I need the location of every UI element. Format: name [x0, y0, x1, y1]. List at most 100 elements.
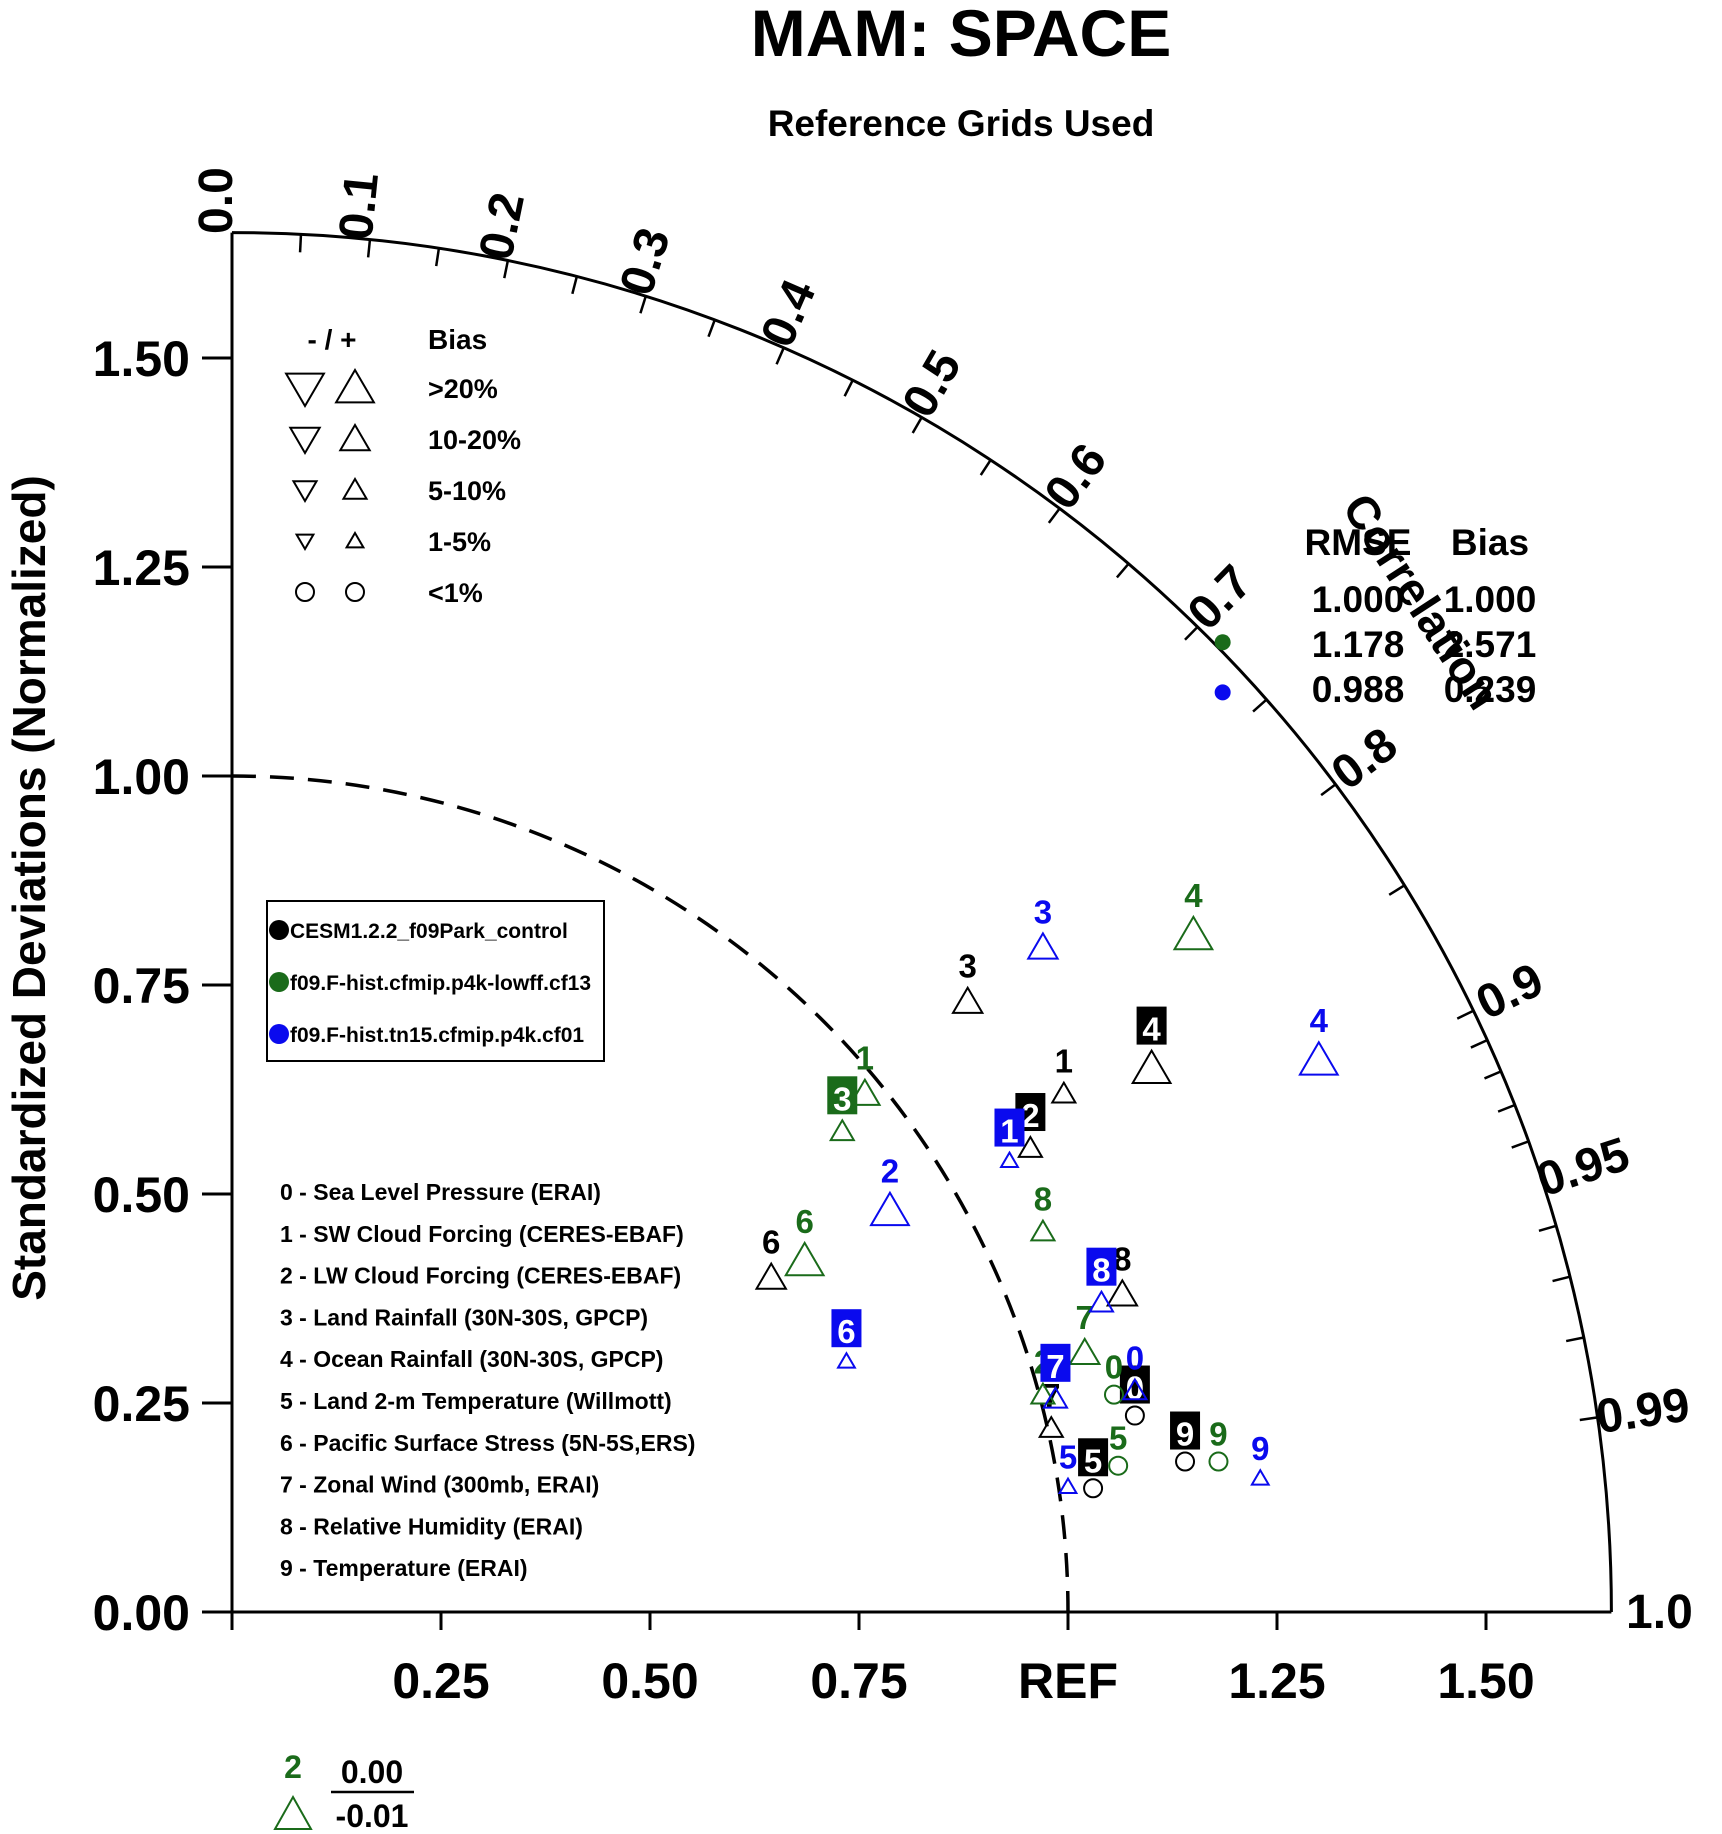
bias-legend: - / + Bias >20% 10-20% 5-10% 1-5% <1% [284, 324, 521, 608]
series-legend-dot [269, 1024, 289, 1044]
reference-point [1214, 634, 1231, 651]
bias-legend-down-triangle [291, 480, 319, 503]
data-point-label-box [1136, 1006, 1167, 1045]
y-tick-label: 0.25 [93, 1376, 190, 1432]
data-point-label: 9 [1209, 1416, 1227, 1453]
variable-list: 0 - Sea Level Pressure (ERAI) 1 - SW Clou… [280, 1179, 695, 1581]
correlation-tick [298, 234, 303, 253]
data-point-label: 9 [1176, 1416, 1194, 1453]
data-point-label-box [1040, 1343, 1071, 1382]
data-point-label: 2 [881, 1153, 899, 1190]
data-point: 0 [1121, 1339, 1149, 1401]
correlation-tick [1579, 1416, 1598, 1422]
variable-list-item: 5 - Land 2-m Temperature (Willmott) [280, 1388, 672, 1414]
data-point: 5 [1078, 1438, 1109, 1499]
data-point-triangle [999, 1150, 1020, 1168]
correlation-tick [1252, 698, 1268, 713]
x-tick-label: 0.50 [601, 1653, 698, 1709]
correlation-tick [366, 239, 372, 258]
data-point-label: 8 [1113, 1240, 1131, 1277]
reference-point [1214, 684, 1231, 701]
correlation-tick [1456, 1009, 1475, 1020]
data-point-triangle [1105, 1278, 1139, 1307]
bias-legend-up-triangle [341, 477, 369, 500]
variable-list-item: 9 - Temperature (ERAI) [280, 1555, 528, 1581]
data-point-circle [1108, 1455, 1129, 1476]
offscale-note-numerator: 0.00 [341, 1754, 403, 1790]
y-tick-label: 0.00 [93, 1585, 190, 1641]
data-point-triangle [836, 1351, 857, 1369]
y-tick-label: 1.25 [93, 540, 190, 596]
variable-list-item: 1 - SW Cloud Forcing (CERES-EBAF) [280, 1221, 684, 1247]
bias-legend-header-signs: - / + [307, 324, 356, 355]
data-point-triangle [1017, 1135, 1044, 1158]
correlation-tick-label: 0.0 [190, 167, 243, 234]
data-point-label: 6 [795, 1203, 813, 1240]
data-point-triangle [1057, 1476, 1079, 1494]
correlation-tick [979, 459, 992, 476]
data-point-label: 8 [1092, 1252, 1110, 1289]
data-point-label: 4 [1310, 1002, 1329, 1039]
data-point-label: 7 [1076, 1299, 1094, 1336]
data-point-triangle [754, 1261, 788, 1290]
outer-correlation-arc [231, 231, 1613, 1613]
data-point: 5 [1108, 1420, 1129, 1476]
data-point-triangle [1172, 914, 1215, 951]
offscale-note: 2 0.00 -0.01 [273, 1749, 414, 1834]
data-point-label: 4 [1184, 877, 1203, 914]
correlation-tick-label: 1.0 [1626, 1586, 1693, 1639]
data-point-label: 9 [1251, 1430, 1269, 1467]
variable-list-item: 8 - Relative Humidity (ERAI) [280, 1513, 583, 1539]
correlation-tick [911, 416, 923, 434]
x-tick-label: REF [1018, 1653, 1118, 1709]
correlation-tick [1320, 783, 1337, 797]
correlation-tick-label: 0.99 [1593, 1378, 1693, 1444]
data-point-label: 3 [1034, 893, 1052, 930]
data-point-triangle [1029, 1218, 1057, 1242]
data-point: 2 [869, 1153, 911, 1227]
chart-title: MAM: SPACE [751, 0, 1171, 70]
correlation-tick [1184, 626, 1199, 641]
data-point: 5 [1057, 1439, 1079, 1494]
offscale-note-denominator: -0.01 [336, 1798, 409, 1834]
data-point: 0 [1103, 1349, 1124, 1405]
data-point-circle [1175, 1451, 1196, 1472]
data-point-triangle [1088, 1289, 1115, 1313]
reference-arc-layer [231, 774, 1070, 1613]
data-point-circle [1208, 1451, 1229, 1472]
series-legend: CESM1.2.2_f09Park_control f09.F-hist.cfmi… [266, 900, 605, 1062]
reference-std-arc [231, 774, 1070, 1613]
correlation-tick [1115, 562, 1130, 579]
data-point: 6 [754, 1224, 788, 1290]
correlation-tick [1483, 1070, 1502, 1080]
y-axis-label: Standardized Deviations (Normalized) [3, 475, 55, 1301]
x-tick-label: 0.75 [810, 1653, 907, 1709]
bias-legend-down-triangle [284, 372, 326, 408]
data-point: 6 [831, 1309, 862, 1369]
offscale-note-triangle [273, 1794, 313, 1830]
data-point-circle [1124, 1405, 1145, 1426]
data-point-triangle [1068, 1336, 1102, 1366]
correlation-tick [843, 379, 854, 397]
data-point-label-box [1170, 1411, 1201, 1450]
data-point: 3 [1026, 893, 1060, 960]
data-point-label: 5 [1084, 1442, 1102, 1479]
data-point-label: 0 [1126, 1339, 1144, 1376]
data-point: 9 [1170, 1411, 1201, 1472]
variable-list-item: 3 - Land Rainfall (30N-30S, GPCP) [280, 1304, 648, 1330]
correlation-tick-label: 0.2 [470, 188, 535, 264]
data-point-label: 6 [762, 1224, 780, 1261]
series-legend-dot [269, 972, 289, 992]
data-point-label: 4 [1142, 1011, 1161, 1048]
data-point-label-box [1086, 1247, 1117, 1286]
bias-legend-down-triangle [288, 426, 322, 455]
data-point: 1 [1050, 1043, 1078, 1104]
bias-legend-label: >20% [428, 374, 498, 404]
x-tick-label: 0.25 [392, 1653, 489, 1709]
data-point: 8 [1029, 1181, 1057, 1242]
correlation-tick [1538, 1224, 1557, 1233]
variable-list-item: 6 - Pacific Surface Stress (5N-5S,ERS) [280, 1430, 695, 1456]
data-point-label: 2 [1021, 1097, 1039, 1134]
y-tick-label: 1.00 [93, 749, 190, 805]
